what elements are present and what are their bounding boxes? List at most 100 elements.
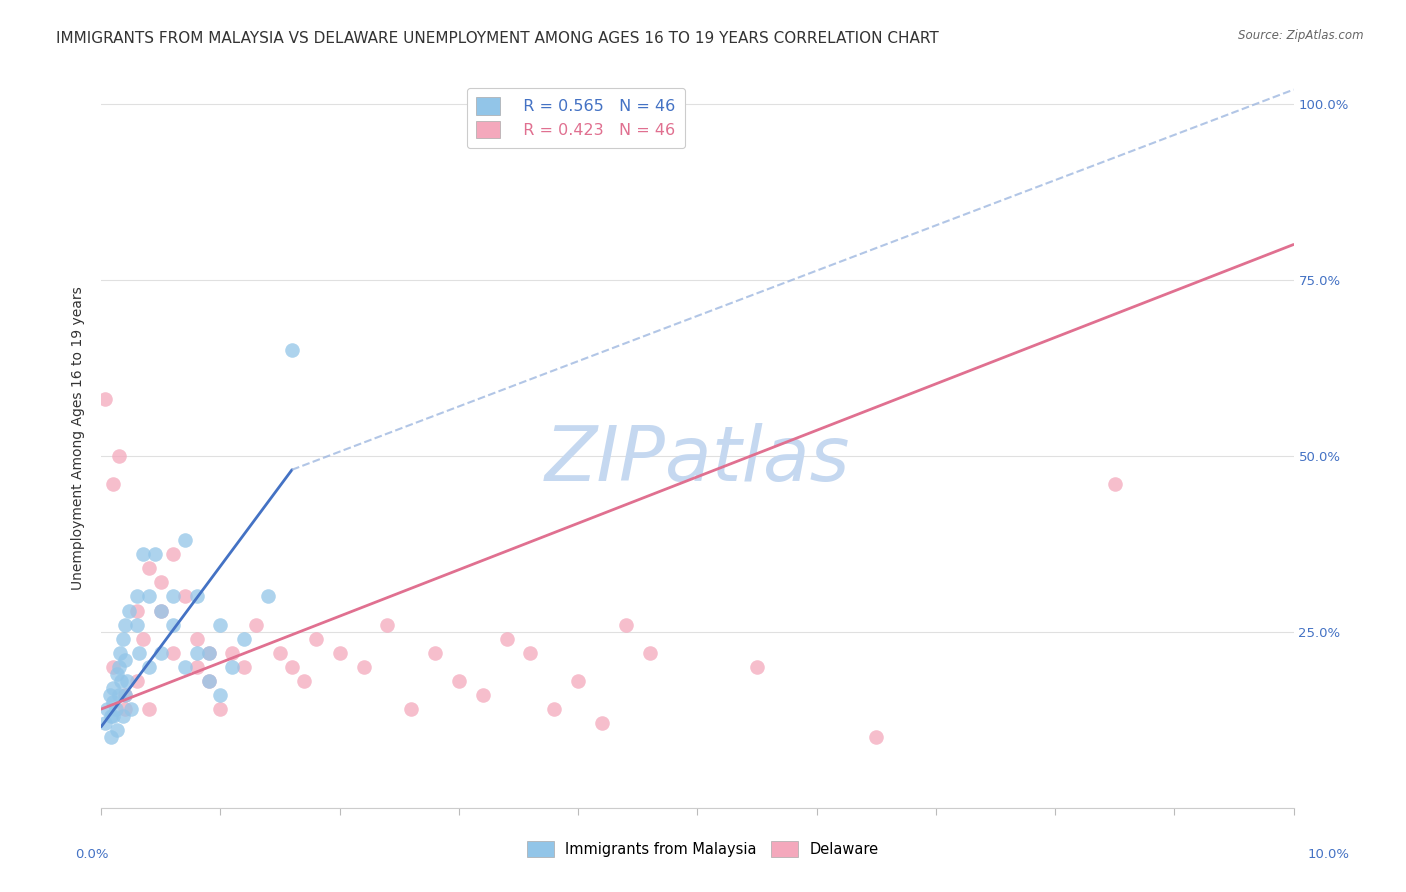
Point: [209, 688, 232, 702]
Text: 10.0%: 10.0%: [1308, 848, 1350, 861]
Point: [162, 646, 184, 660]
Legend: Immigrants from Malaysia, Delaware: Immigrants from Malaysia, Delaware: [522, 835, 884, 863]
Point: [638, 646, 661, 660]
Point: [567, 673, 589, 688]
Point: [591, 716, 613, 731]
Point: [111, 709, 134, 723]
Point: [399, 702, 422, 716]
Point: [209, 702, 232, 716]
Point: [138, 561, 160, 575]
Point: [186, 632, 208, 646]
Point: [173, 533, 195, 548]
Point: [114, 702, 136, 716]
Point: [149, 603, 172, 617]
Point: [495, 632, 517, 646]
Point: [162, 617, 184, 632]
Point: [125, 617, 148, 632]
Point: [745, 660, 768, 674]
Point: [111, 632, 134, 646]
Point: [281, 343, 304, 357]
Point: [105, 666, 128, 681]
Point: [186, 646, 208, 660]
Text: IMMIGRANTS FROM MALAYSIA VS DELAWARE UNEMPLOYMENT AMONG AGES 16 TO 19 YEARS CORR: IMMIGRANTS FROM MALAYSIA VS DELAWARE UNE…: [56, 31, 939, 46]
Point: [1104, 476, 1126, 491]
Point: [128, 646, 150, 660]
Point: [105, 723, 128, 738]
Point: [114, 688, 136, 702]
Point: [108, 688, 131, 702]
Point: [662, 132, 685, 146]
Point: [281, 660, 304, 674]
Point: [96, 702, 118, 716]
Point: [100, 730, 122, 744]
Point: [138, 590, 160, 604]
Point: [114, 688, 136, 702]
Point: [94, 716, 117, 731]
Point: [423, 646, 446, 660]
Point: [257, 590, 280, 604]
Point: [614, 617, 637, 632]
Text: Source: ZipAtlas.com: Source: ZipAtlas.com: [1239, 29, 1364, 42]
Point: [197, 646, 219, 660]
Point: [173, 590, 195, 604]
Point: [471, 688, 494, 702]
Point: [120, 702, 142, 716]
Point: [101, 660, 124, 674]
Point: [233, 632, 256, 646]
Point: [138, 660, 160, 674]
Point: [197, 673, 219, 688]
Point: [197, 646, 219, 660]
Point: [292, 673, 315, 688]
Point: [114, 653, 136, 667]
Point: [108, 449, 131, 463]
Point: [98, 688, 121, 702]
Point: [110, 646, 132, 660]
Point: [233, 660, 256, 674]
Point: [149, 575, 172, 590]
Point: [162, 547, 184, 561]
Point: [329, 646, 352, 660]
Point: [209, 617, 232, 632]
Point: [94, 392, 117, 407]
Point: [110, 673, 132, 688]
Point: [104, 702, 127, 716]
Text: 0.0%: 0.0%: [75, 848, 108, 861]
Point: [543, 702, 565, 716]
Point: [125, 590, 148, 604]
Point: [100, 709, 122, 723]
Point: [865, 730, 887, 744]
Point: [186, 590, 208, 604]
Point: [221, 660, 243, 674]
Point: [132, 632, 155, 646]
Point: [143, 547, 166, 561]
Point: [162, 590, 184, 604]
Point: [173, 660, 195, 674]
Point: [305, 632, 328, 646]
Point: [117, 673, 139, 688]
Point: [353, 660, 375, 674]
Point: [108, 660, 131, 674]
Point: [132, 547, 155, 561]
Point: [269, 646, 291, 660]
Point: [245, 617, 267, 632]
Point: [221, 646, 243, 660]
Point: [377, 617, 399, 632]
Point: [101, 709, 124, 723]
Legend:   R = 0.565   N = 46,   R = 0.423   N = 46: R = 0.565 N = 46, R = 0.423 N = 46: [467, 87, 685, 148]
Text: ZIPatlas: ZIPatlas: [544, 423, 851, 497]
Point: [138, 702, 160, 716]
Point: [186, 660, 208, 674]
Point: [197, 673, 219, 688]
Point: [101, 476, 124, 491]
Y-axis label: Unemployment Among Ages 16 to 19 years: Unemployment Among Ages 16 to 19 years: [72, 286, 86, 590]
Point: [125, 673, 148, 688]
Point: [149, 646, 172, 660]
Point: [117, 603, 139, 617]
Point: [149, 603, 172, 617]
Point: [519, 646, 541, 660]
Point: [101, 681, 124, 695]
Point: [101, 695, 124, 709]
Point: [447, 673, 470, 688]
Point: [125, 603, 148, 617]
Point: [114, 617, 136, 632]
